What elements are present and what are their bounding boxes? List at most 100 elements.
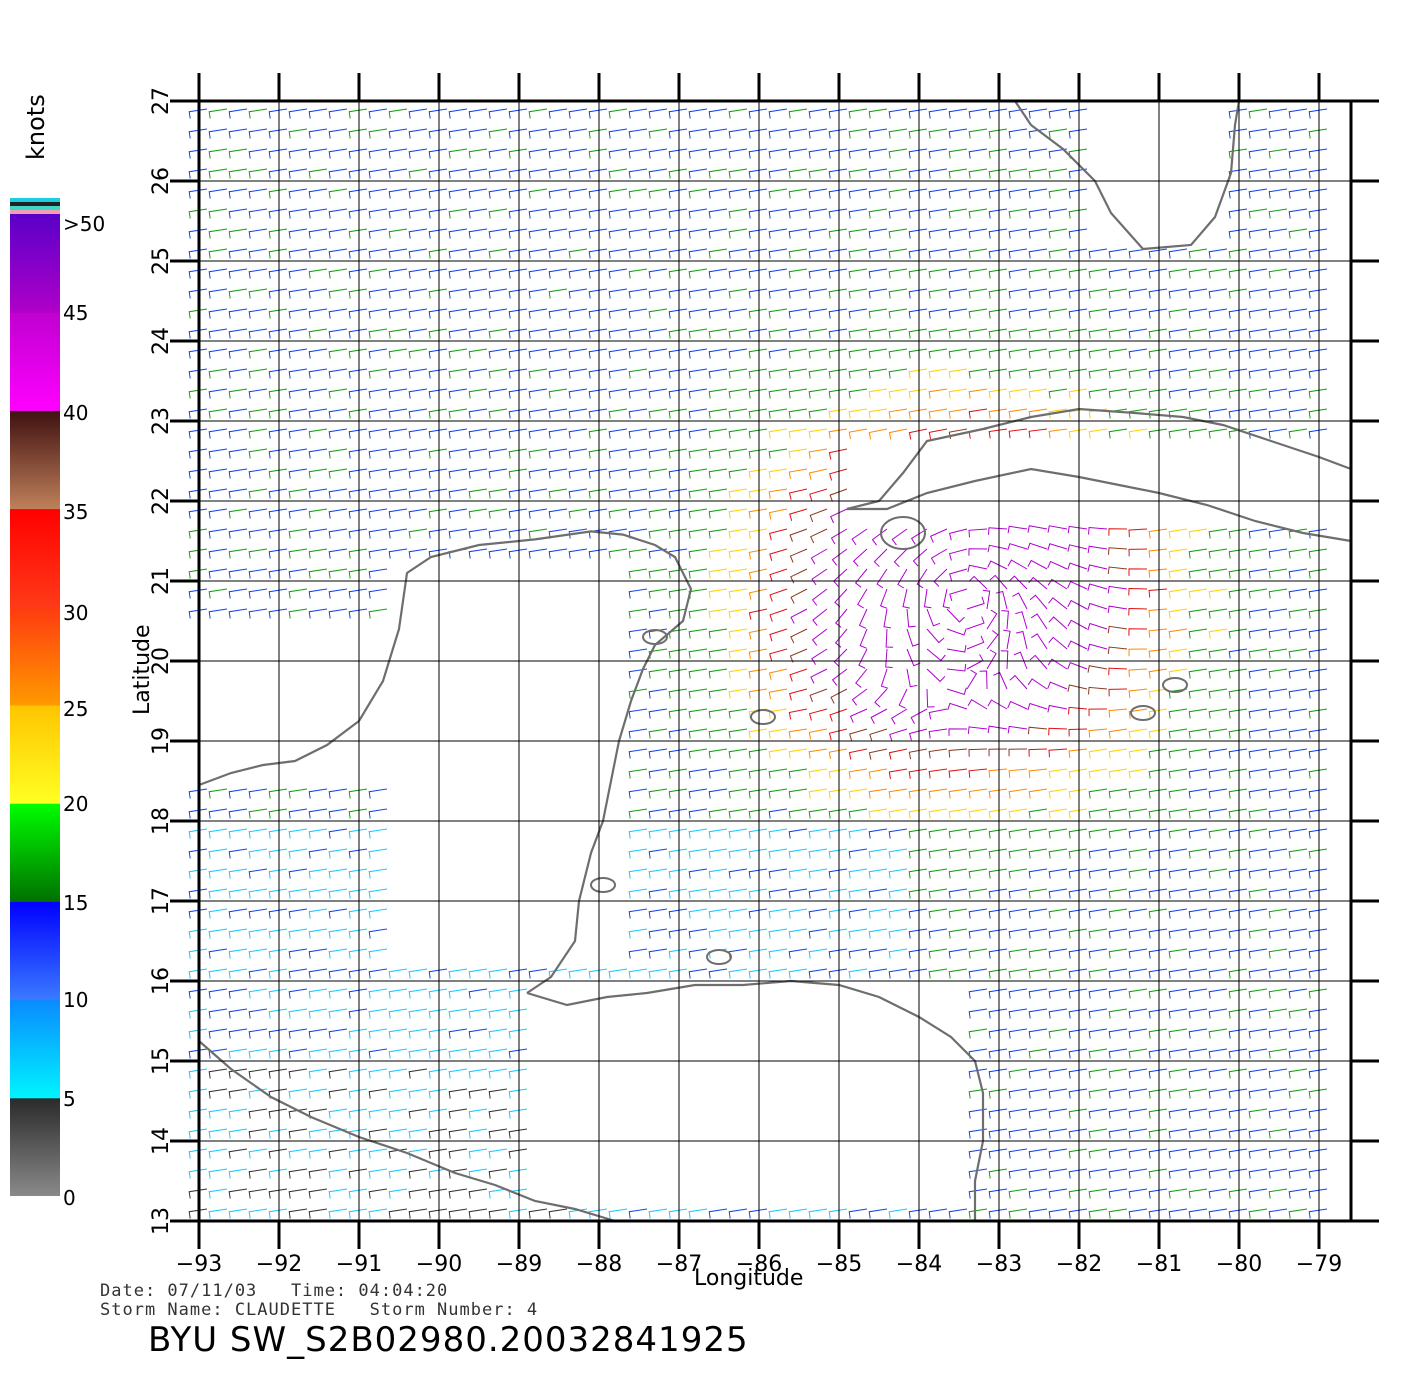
wind-barb	[808, 908, 828, 919]
wind-barb	[1228, 968, 1248, 979]
grand-cayman	[1130, 705, 1156, 721]
wind-barb	[548, 548, 568, 559]
wind-barb	[788, 168, 808, 179]
wind-barb	[188, 568, 208, 579]
wind-barb	[1228, 608, 1248, 619]
wind-barb	[928, 708, 948, 720]
wind-barb	[388, 108, 408, 119]
wind-barb	[728, 628, 748, 639]
wind-barb	[228, 508, 248, 519]
wind-barb	[328, 828, 348, 839]
wind-barb	[748, 1208, 768, 1219]
wind-barb	[788, 208, 808, 219]
wind-barb	[1188, 248, 1208, 259]
wind-barb	[588, 428, 608, 439]
wind-barb	[568, 308, 588, 319]
wind-barb	[1288, 888, 1308, 899]
wind-barb	[348, 288, 368, 299]
wind-barb	[468, 248, 488, 259]
wind-barb	[268, 228, 288, 239]
wind-barb	[208, 128, 228, 139]
wind-barb	[588, 348, 608, 359]
wind-barb	[1088, 988, 1108, 999]
wind-barb	[668, 168, 688, 179]
wind-barb	[988, 888, 1008, 899]
wind-barb	[988, 328, 1008, 339]
wind-barb	[268, 1148, 288, 1159]
wind-barb	[248, 1028, 268, 1039]
wind-barb	[648, 848, 668, 859]
wind-barb	[708, 248, 728, 259]
wind-barb	[328, 528, 348, 539]
wind-barb	[948, 268, 968, 279]
wind-barb	[448, 388, 468, 399]
wind-barb	[728, 668, 748, 679]
wind-barb	[708, 108, 728, 119]
wind-barb	[388, 468, 408, 479]
wind-barb	[948, 208, 968, 219]
wind-barb	[748, 848, 768, 859]
wind-barb	[1088, 248, 1108, 259]
wind-barb	[1048, 1028, 1068, 1039]
wind-barb	[208, 1068, 228, 1079]
wind-barb	[828, 108, 848, 119]
wind-barb	[708, 168, 728, 179]
wind-barb	[908, 128, 928, 139]
wind-barb	[648, 948, 668, 959]
wind-barb	[868, 908, 888, 919]
wind-barb	[748, 568, 768, 580]
wind-barb	[1108, 248, 1128, 259]
wind-barb	[648, 828, 668, 839]
wind-barb	[708, 908, 728, 919]
wind-barb	[948, 908, 968, 919]
wind-barb	[528, 448, 548, 459]
wind-barb	[1188, 308, 1208, 319]
wind-barb	[308, 228, 328, 239]
wind-barb	[926, 648, 946, 662]
wind-barb	[248, 128, 268, 139]
wind-barb	[288, 868, 308, 879]
wind-barb	[988, 288, 1008, 299]
wind-barb	[1248, 928, 1268, 939]
wind-barb	[288, 468, 308, 479]
wind-barb	[768, 268, 788, 279]
wind-barb	[188, 608, 208, 619]
wind-barb	[308, 1048, 328, 1059]
colorbar	[10, 214, 60, 1197]
wind-barb	[448, 1128, 468, 1139]
wind-barb	[708, 308, 728, 319]
wind-barb	[268, 268, 288, 279]
wind-barb	[948, 948, 968, 959]
wind-barb	[1128, 528, 1148, 538]
wind-barb	[628, 548, 648, 559]
wind-barb	[808, 268, 828, 279]
wind-barb	[769, 608, 788, 622]
wind-barb	[548, 968, 568, 979]
wind-barb	[948, 288, 968, 299]
wind-barb	[848, 228, 868, 239]
wind-barb	[268, 1188, 288, 1199]
wind-barb	[428, 1048, 448, 1059]
wind-barb	[1000, 650, 1009, 670]
wind-barb	[668, 688, 688, 699]
wind-barb	[1008, 868, 1028, 879]
wind-barb	[548, 228, 568, 239]
wind-barb	[248, 388, 268, 399]
wind-barb	[428, 968, 448, 979]
wind-barb	[1168, 588, 1188, 599]
wind-barb	[1188, 788, 1208, 799]
wind-barb	[1268, 1048, 1288, 1059]
wind-barb	[308, 828, 328, 839]
wind-barb	[708, 828, 728, 839]
wind-barb	[688, 928, 708, 939]
wind-barb	[893, 548, 908, 568]
wind-barb	[368, 828, 388, 839]
wind-barb	[808, 428, 828, 439]
wind-barb	[1248, 988, 1268, 999]
wind-barb	[648, 508, 668, 519]
wind-barb	[648, 708, 668, 719]
wind-barb	[388, 188, 408, 199]
wind-barb	[648, 728, 668, 739]
wind-barb	[728, 1208, 748, 1219]
wind-barb	[1088, 1028, 1108, 1039]
